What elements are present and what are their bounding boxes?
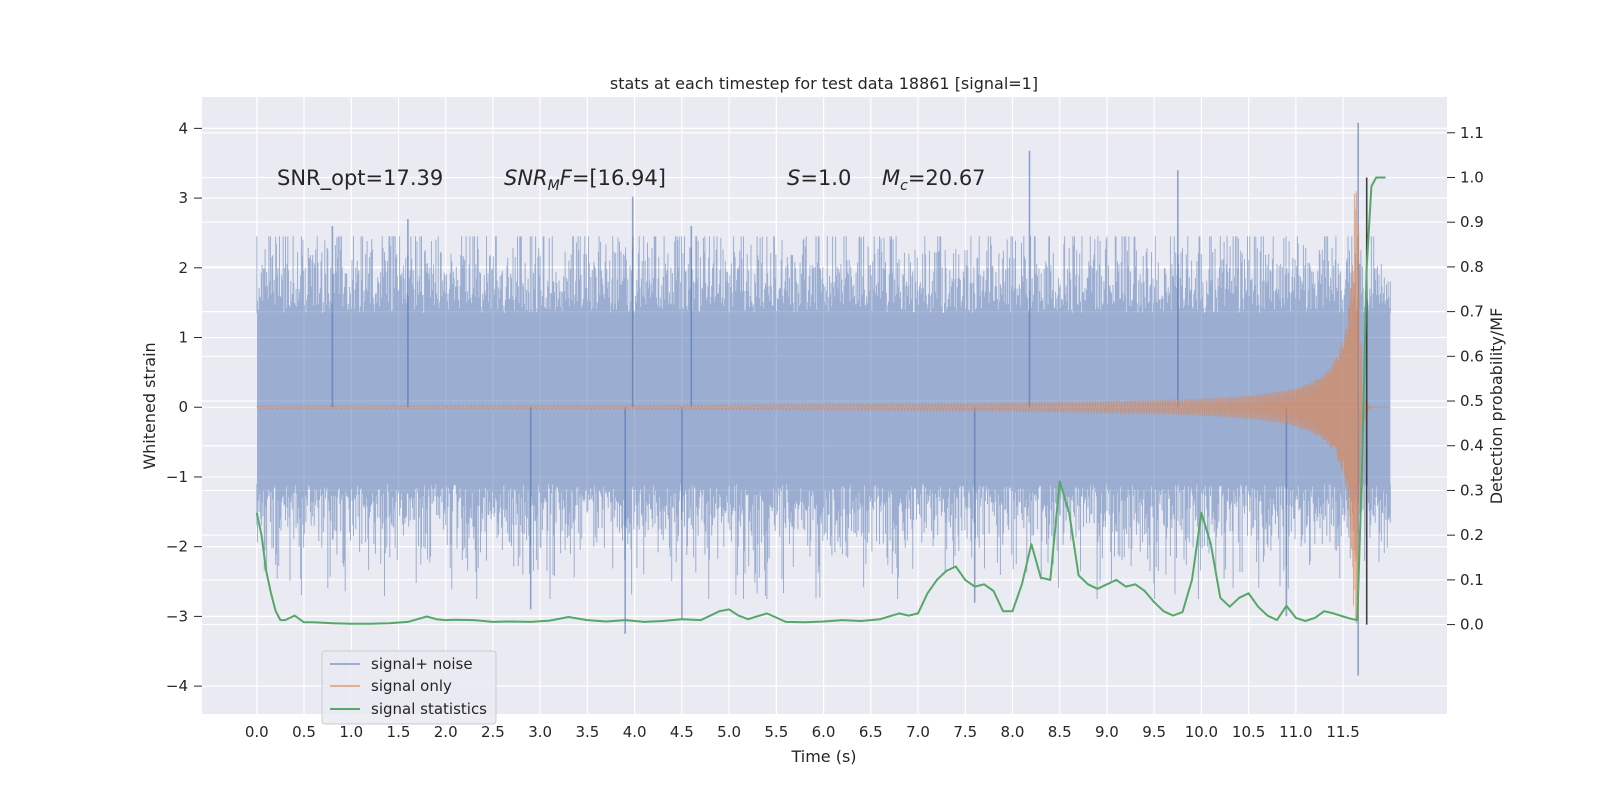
y-tick-label-right: 0.2 xyxy=(1460,526,1484,544)
x-tick-label: 9.0 xyxy=(1095,723,1119,741)
series-signal-statistics xyxy=(255,176,1386,625)
noise-trace xyxy=(256,236,1391,599)
y-tick-label-left: −3 xyxy=(166,607,188,625)
y-tick-label-right: 0.6 xyxy=(1460,347,1484,365)
legend-box xyxy=(321,650,497,725)
x-tick-label: 11.5 xyxy=(1326,723,1359,741)
snr-mf-symbol: SNR xyxy=(504,166,548,190)
x-tick-label: 5.0 xyxy=(717,723,741,741)
statistics-line xyxy=(255,176,1386,625)
y-tick-label-left: −4 xyxy=(166,677,188,695)
y-tick-label-right: 1.1 xyxy=(1460,124,1484,142)
y-tick-label-right: 0.7 xyxy=(1460,303,1484,321)
legend: signal+ noise signal only signal statist… xyxy=(321,650,497,725)
x-tick-label: 7.0 xyxy=(906,723,930,741)
x-tick-label: 0.0 xyxy=(245,723,269,741)
x-tick-label: 2.5 xyxy=(481,723,505,741)
snr-mf-value: =[16.94] xyxy=(572,166,666,190)
x-tick-label: 2.0 xyxy=(434,723,458,741)
x-tick-label: 10.0 xyxy=(1185,723,1218,741)
annotation-snr-mf: SNRMF=[16.94] xyxy=(504,166,666,194)
mc-symbol: M xyxy=(882,166,900,190)
x-tick-label: 9.5 xyxy=(1142,723,1166,741)
x-tick-label: 11.0 xyxy=(1279,723,1312,741)
x-tick-label: 4.5 xyxy=(670,723,694,741)
ticks: 0.0 0.5 1.0 1.5 2.0 2.5 3.0 3.5 4.0 4.5 5.0 5.5 6.0 6… xyxy=(166,119,1484,741)
x-tick-label: 8.5 xyxy=(1048,723,1072,741)
y-tick-label-left: 3 xyxy=(178,189,188,207)
snr-mf-tail: F xyxy=(560,166,573,190)
y-tick-label-right: 0.1 xyxy=(1460,571,1484,589)
noise-spikes xyxy=(331,122,1359,676)
x-tick-label: 3.0 xyxy=(528,723,552,741)
legend-label-signal-statistics: signal statistics xyxy=(371,700,487,718)
x-axis-label: Time (s) xyxy=(790,747,856,766)
y-tick-label-right: 0.9 xyxy=(1460,213,1484,231)
y-tick-label-right: 0.0 xyxy=(1460,616,1484,634)
mc-subscript: c xyxy=(900,178,908,194)
series-layer xyxy=(255,122,1391,676)
y-tick-label-left: 0 xyxy=(178,398,188,416)
s-symbol: S xyxy=(787,166,800,190)
annotation-mc: Mc=20.67 xyxy=(882,166,986,194)
y-tick-label-right: 0.4 xyxy=(1460,437,1484,455)
x-tick-label: 1.0 xyxy=(339,723,363,741)
x-tick-label: 0.5 xyxy=(292,723,316,741)
annotation-s: S=1.0 xyxy=(787,166,851,190)
x-tick-label: 10.5 xyxy=(1232,723,1265,741)
y-axis-label-right: Detection probability/MF xyxy=(1487,308,1506,505)
x-tick-label: 6.5 xyxy=(859,723,883,741)
x-tick-label: 3.5 xyxy=(575,723,599,741)
y-tick-label-right: 1.0 xyxy=(1460,168,1484,186)
chart-title: stats at each timestep for test data 188… xyxy=(610,74,1038,93)
y-tick-label-left: 1 xyxy=(178,329,188,347)
x-tick-label: 7.5 xyxy=(953,723,977,741)
y-tick-label-left: 2 xyxy=(178,259,188,277)
noise-band xyxy=(256,313,1391,484)
y-tick-label-right: 0.8 xyxy=(1460,258,1484,276)
snr-mf-subscript: M xyxy=(548,178,560,194)
legend-label-signal-noise: signal+ noise xyxy=(371,655,473,673)
y-axis-label-left: Whitened strain xyxy=(140,342,159,469)
s-value: =1.0 xyxy=(800,166,851,190)
y-tick-label-right: 0.3 xyxy=(1460,481,1484,499)
series-signal-only xyxy=(256,191,1391,624)
y-tick-label-left: 4 xyxy=(178,119,188,137)
x-tick-label: 4.0 xyxy=(623,723,647,741)
legend-label-signal-only: signal only xyxy=(371,677,452,695)
x-tick-label: 1.5 xyxy=(387,723,411,741)
x-tick-label: 6.0 xyxy=(812,723,836,741)
mc-value: =20.67 xyxy=(908,166,986,190)
x-tick-label: 8.0 xyxy=(1001,723,1025,741)
y-tick-label-right: 0.5 xyxy=(1460,392,1484,410)
signal-trace xyxy=(256,191,1391,624)
y-tick-label-left: −2 xyxy=(166,538,188,556)
x-tick-label: 5.5 xyxy=(764,723,788,741)
y-tick-label-left: −1 xyxy=(166,468,188,486)
annotation-snr-opt: SNR_opt=17.39 xyxy=(277,166,443,191)
